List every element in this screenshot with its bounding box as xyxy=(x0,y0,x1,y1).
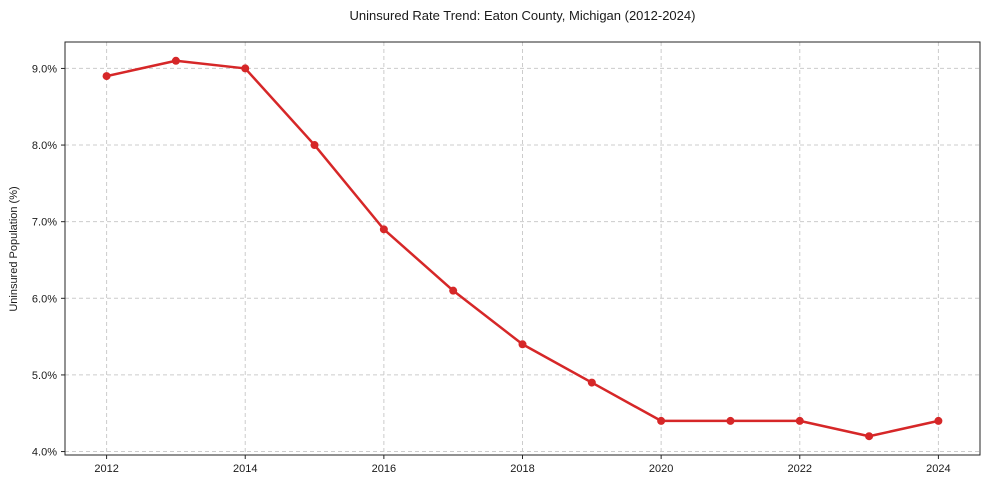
y-tick-label: 9.0% xyxy=(32,63,57,75)
y-tick-label: 4.0% xyxy=(32,447,57,459)
data-point-2023 xyxy=(865,432,874,441)
data-point-2020 xyxy=(657,416,666,425)
data-point-2019 xyxy=(587,378,596,387)
x-tick-label: 2012 xyxy=(94,463,118,475)
chart-title: Uninsured Rate Trend: Eaton County, Mich… xyxy=(349,8,696,23)
data-point-2022 xyxy=(795,416,804,425)
x-tick-label: 2024 xyxy=(926,463,950,475)
y-tick-label: 5.0% xyxy=(32,370,57,382)
y-tick-label: 6.0% xyxy=(32,293,57,305)
x-tick-label: 2014 xyxy=(233,463,257,475)
x-tick-label: 2022 xyxy=(788,463,812,475)
y-tick-label: 7.0% xyxy=(32,217,57,229)
x-tick-label: 2016 xyxy=(372,463,396,475)
data-point-2012 xyxy=(102,72,111,81)
data-point-2015 xyxy=(310,141,319,150)
data-point-2017 xyxy=(449,286,458,295)
data-point-2018 xyxy=(518,340,527,349)
data-point-2013 xyxy=(171,56,180,65)
x-tick-label: 2020 xyxy=(649,463,673,475)
data-point-2016 xyxy=(379,225,388,234)
y-tick-label: 8.0% xyxy=(32,140,57,152)
data-point-2014 xyxy=(241,64,250,73)
data-point-2021 xyxy=(726,416,735,425)
x-tick-label: 2018 xyxy=(510,463,534,475)
data-point-2024 xyxy=(934,416,943,425)
